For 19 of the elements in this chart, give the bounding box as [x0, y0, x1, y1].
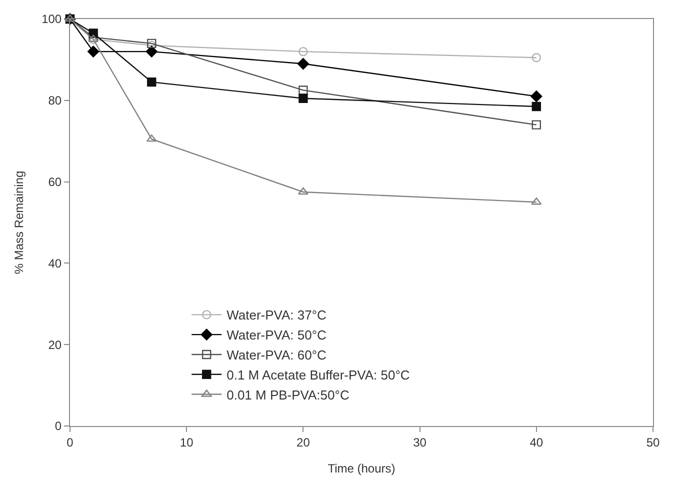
- y-tick-label: 40: [48, 256, 62, 270]
- x-tick-label: 0: [66, 435, 74, 450]
- y-tick-label: 60: [48, 175, 62, 189]
- x-tick-label: 10: [180, 435, 194, 450]
- legend-label: 0.01 M PB-PVA:50°C: [226, 387, 350, 402]
- legend-label: Water-PVA: 50°C: [226, 328, 326, 343]
- y-tick-label: 100: [42, 12, 62, 26]
- y-axis-title: % Mass Remaining: [12, 170, 26, 274]
- y-tick-label: 80: [48, 94, 62, 108]
- x-axis-title: Time (hours): [328, 461, 396, 476]
- x-tick-label: 50: [646, 435, 660, 450]
- legend-label: Water-PVA: 37°C: [226, 308, 326, 323]
- x-tick-label: 30: [413, 435, 427, 450]
- y-tick-label: 20: [48, 338, 62, 352]
- legend-label: 0.1 M Acetate Buffer-PVA: 50°C: [226, 367, 410, 382]
- x-tick-label: 20: [296, 435, 310, 450]
- legend-label: Water-PVA: 60°C: [226, 348, 326, 363]
- x-tick-label: 40: [530, 435, 544, 450]
- y-tick-label: 0: [54, 419, 62, 434]
